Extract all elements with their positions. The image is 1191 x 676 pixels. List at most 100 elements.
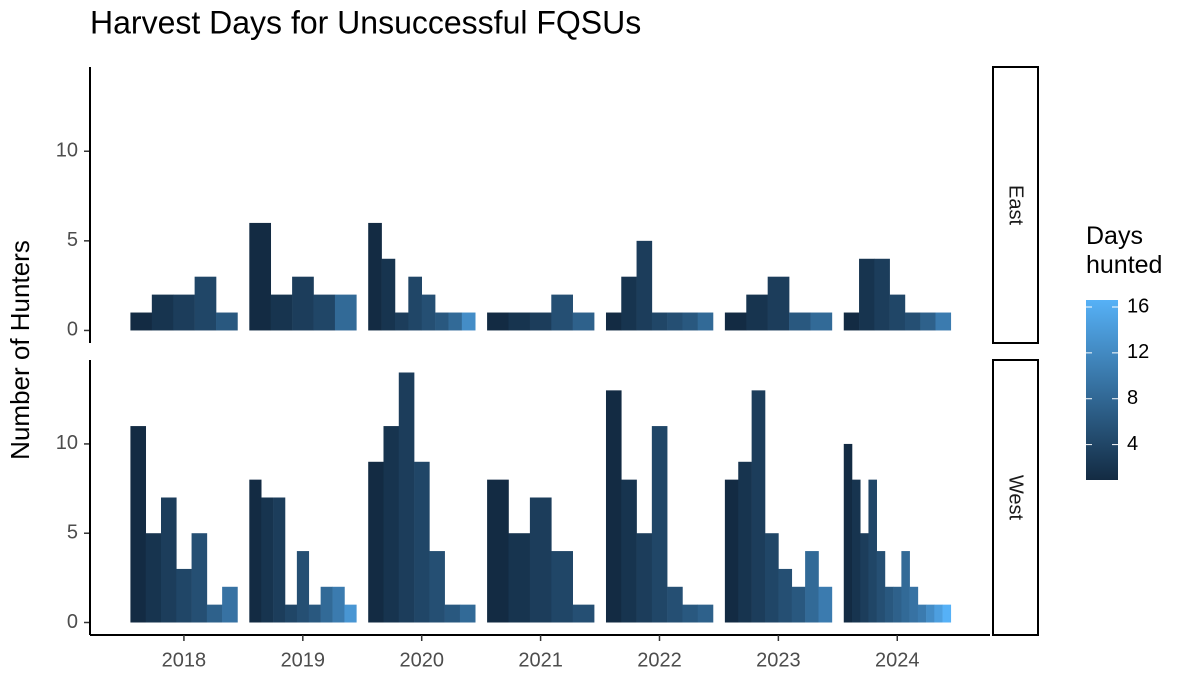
- bar: [789, 312, 811, 331]
- bar: [176, 568, 192, 623]
- bar: [791, 586, 806, 623]
- bar: [313, 294, 336, 331]
- bar: [572, 604, 595, 623]
- bar: [448, 312, 463, 331]
- bar: [334, 294, 357, 331]
- bar: [270, 294, 293, 331]
- chart-title: Harvest Days for Unsuccessful FQSUs: [90, 4, 641, 40]
- bar: [724, 312, 747, 331]
- bar: [682, 604, 698, 623]
- y-tick-label: 5: [67, 229, 78, 251]
- colorbar: [1086, 300, 1118, 480]
- y-axis-label: Number of Hunters: [5, 240, 35, 460]
- bar: [738, 461, 752, 623]
- bar: [414, 461, 430, 623]
- bar: [810, 312, 833, 331]
- x-tick-label: 2023: [756, 649, 801, 671]
- bar: [605, 312, 622, 331]
- y-tick-label: 5: [67, 521, 78, 543]
- bar: [884, 586, 894, 623]
- bar: [572, 312, 595, 331]
- bar: [191, 533, 208, 623]
- bar: [843, 312, 860, 331]
- bar: [682, 312, 698, 331]
- bar: [435, 312, 449, 331]
- bar: [383, 426, 400, 623]
- bar: [344, 604, 357, 623]
- bar: [636, 533, 653, 623]
- bar: [926, 604, 935, 623]
- bar: [934, 604, 943, 623]
- bar: [151, 294, 174, 331]
- colorbar-tick-label: 4: [1127, 433, 1138, 455]
- bar: [765, 533, 779, 623]
- bar: [904, 312, 921, 331]
- bar: [308, 604, 321, 623]
- bar: [901, 551, 910, 623]
- colorbar-tick-label: 12: [1127, 341, 1149, 363]
- bar: [636, 240, 653, 331]
- x-tick-label: 2018: [162, 649, 207, 671]
- bar: [874, 258, 890, 331]
- x-tick-label: 2019: [281, 649, 326, 671]
- bar: [284, 604, 298, 623]
- bar: [429, 551, 445, 623]
- bar: [508, 533, 531, 623]
- bar: [368, 461, 384, 623]
- colorbar-tick-label: 16: [1127, 295, 1149, 317]
- bar: [273, 497, 286, 623]
- bar: [851, 479, 861, 623]
- bar: [508, 312, 531, 331]
- x-tick-label: 2022: [637, 649, 682, 671]
- x-tick-label: 2021: [518, 649, 563, 671]
- bar: [261, 497, 274, 623]
- bar: [368, 222, 382, 331]
- bar: [130, 312, 153, 331]
- bar: [222, 586, 238, 623]
- bar: [461, 312, 476, 331]
- bar: [621, 276, 637, 331]
- bar: [381, 258, 396, 331]
- bar: [805, 551, 819, 623]
- bar: [551, 294, 573, 331]
- x-tick-label: 2024: [875, 649, 920, 671]
- bar: [843, 443, 853, 623]
- bar: [130, 426, 147, 623]
- bar: [194, 276, 217, 331]
- bar: [920, 312, 936, 331]
- bar: [876, 551, 886, 623]
- bar: [320, 586, 333, 623]
- bar: [818, 586, 833, 623]
- bar: [917, 604, 927, 623]
- bar: [292, 276, 314, 331]
- y-tick-label: 0: [67, 611, 78, 633]
- bar: [697, 312, 714, 331]
- y-tick-label: 10: [56, 140, 78, 162]
- bar: [145, 533, 162, 623]
- bar: [778, 568, 793, 623]
- y-tick-label: 10: [56, 432, 78, 454]
- bar: [893, 586, 902, 623]
- bar: [751, 390, 766, 623]
- bar: [529, 312, 552, 331]
- bar: [421, 294, 436, 331]
- bar: [724, 479, 739, 623]
- facet-strip: [992, 66, 1039, 344]
- bar: [667, 312, 683, 331]
- bar: [605, 390, 622, 623]
- bar: [942, 604, 952, 623]
- bar: [935, 312, 952, 331]
- colorbar-tick-label: 8: [1127, 387, 1138, 409]
- bar: [459, 604, 476, 623]
- facet-strip: [992, 359, 1039, 636]
- bar: [249, 222, 272, 331]
- facet-label: East: [1005, 185, 1027, 225]
- bar: [206, 604, 223, 623]
- bar: [332, 586, 345, 623]
- bar: [529, 497, 552, 623]
- bar: [398, 372, 415, 623]
- bar: [444, 604, 461, 623]
- bar: [767, 276, 790, 331]
